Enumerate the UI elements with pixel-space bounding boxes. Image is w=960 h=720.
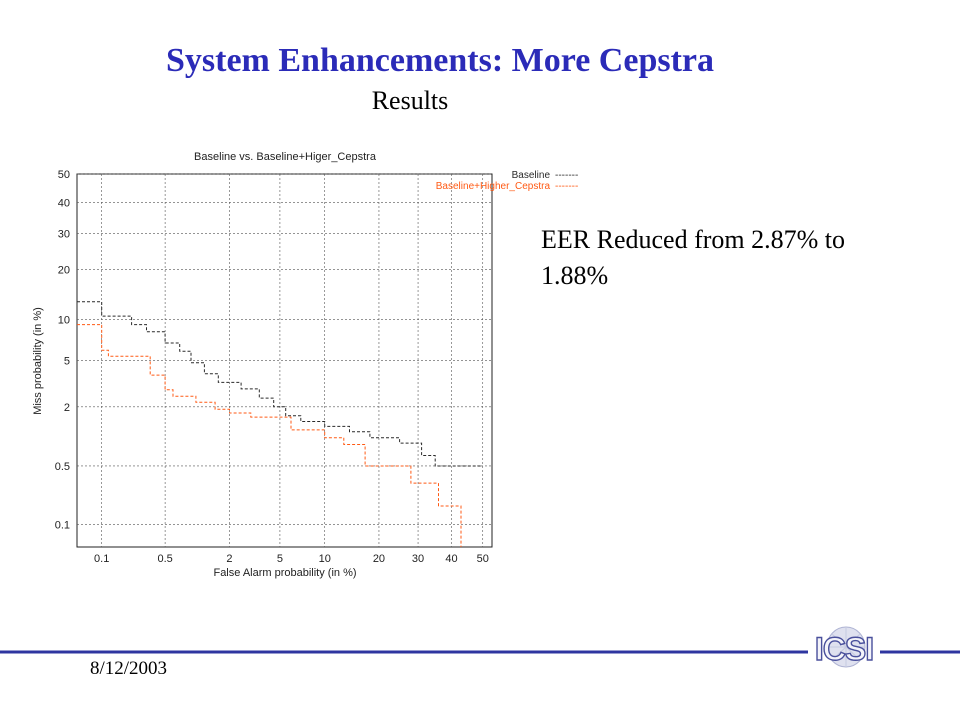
legend-sample-higher-cepstra: ------- (555, 181, 578, 192)
legend: Baseline ------- Baseline+Higher_Cepstra… (436, 170, 579, 192)
footer-rule (0, 650, 960, 654)
x-tick-label: 0.1 (94, 553, 109, 565)
chart-title: Baseline vs. Baseline+Higer_Cepstra (194, 151, 377, 163)
y-tick-label: 5 (64, 355, 70, 367)
icsi-logo: ICSI (814, 626, 875, 668)
y-tick-label: 2 (64, 402, 70, 414)
x-tick-label: 5 (277, 553, 283, 565)
legend-label-higher-cepstra: Baseline+Higher_Cepstra (436, 181, 551, 192)
x-axis-label: False Alarm probability (in %) (213, 567, 356, 579)
slide-subtitle: Results (371, 86, 449, 115)
y-tick-label: 0.1 (55, 519, 70, 531)
x-tick-label: 2 (226, 553, 232, 565)
x-tick-label: 40 (445, 553, 457, 565)
legend-label-baseline: Baseline (512, 170, 551, 181)
footer-date: 8/12/2003 (90, 658, 168, 679)
series-layer (77, 301, 483, 547)
y-tick-label: 40 (58, 198, 70, 210)
slide-title: System Enhancements: More Cepstra (165, 42, 715, 79)
y-axis-label: Miss probability (in %) (32, 307, 44, 415)
det-chart: 0.1 0.5 2 5 10 20 30 40 50 0.1 0.5 2 5 10 20 30 40 50 Bas… (32, 151, 579, 579)
y-tick-label: 50 (58, 169, 70, 181)
y-tick-label: 30 (58, 228, 70, 240)
x-tick-label: 30 (412, 553, 424, 565)
grid-layer (77, 173, 492, 547)
eer-note: EER Reduced from 2.87% to 1.88% (541, 225, 845, 290)
y-tick-label: 10 (58, 314, 70, 326)
tick-layer: 0.1 0.5 2 5 10 20 30 40 50 0.1 0.5 2 5 10 20 30 40 50 (55, 169, 489, 565)
x-tick-label: 50 (477, 553, 489, 565)
legend-sample-baseline: ------- (555, 170, 578, 181)
x-tick-label: 10 (319, 553, 331, 565)
series-higher-cepstra (77, 324, 462, 547)
logo-text: ICSI (815, 631, 873, 667)
y-tick-label: 20 (58, 264, 70, 276)
y-tick-label: 0.5 (55, 461, 70, 473)
x-tick-label: 0.5 (157, 553, 172, 565)
x-tick-label: 20 (373, 553, 385, 565)
